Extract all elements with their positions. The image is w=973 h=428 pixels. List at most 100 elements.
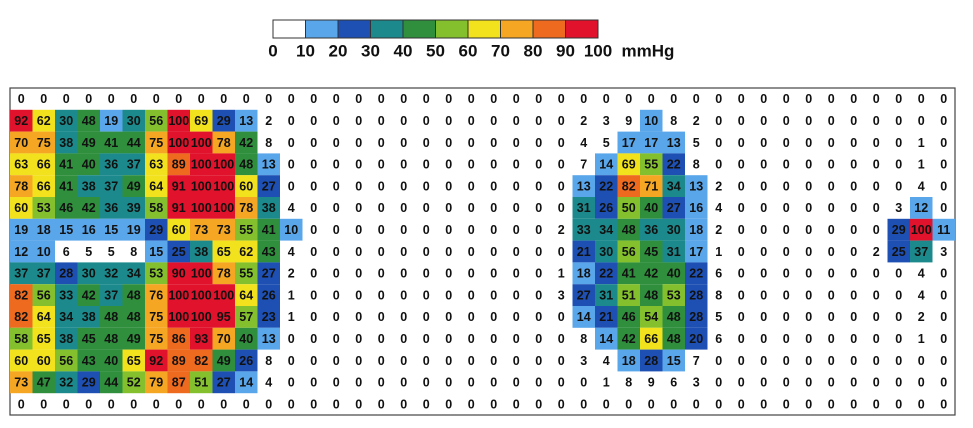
pressure-value: 0: [873, 201, 880, 215]
pressure-value: 31: [577, 201, 591, 215]
pressure-value: 0: [445, 310, 452, 324]
pressure-value: 0: [738, 114, 745, 128]
pressure-value: 0: [850, 310, 857, 324]
pressure-cell: [100, 197, 123, 219]
pressure-value: 0: [805, 245, 812, 259]
pressure-value: 0: [558, 136, 565, 150]
pressure-value: 78: [14, 179, 28, 193]
pressure-value: 0: [783, 179, 790, 193]
pressure-value: 0: [400, 114, 407, 128]
pressure-cell: [100, 306, 123, 328]
pressure-value: 0: [333, 158, 340, 172]
pressure-value: 0: [423, 158, 430, 172]
legend-swatch: [370, 19, 404, 39]
pressure-value: 19: [14, 223, 28, 237]
pressure-value: 37: [14, 267, 28, 281]
pressure-value: 0: [333, 114, 340, 128]
pressure-value: 0: [760, 397, 767, 411]
pressure-value: 42: [644, 267, 658, 281]
pressure-value: 56: [59, 354, 73, 368]
pressure-value: 0: [738, 332, 745, 346]
pressure-cell: [122, 371, 145, 394]
pressure-value: 0: [873, 332, 880, 346]
pressure-cell: [167, 131, 190, 154]
pressure-value: 0: [468, 92, 475, 106]
pressure-value: 0: [490, 136, 497, 150]
pressure-value: 0: [895, 158, 902, 172]
pressure-value: 0: [355, 354, 362, 368]
pressure-value: 0: [310, 179, 317, 193]
pressure-value: 0: [468, 158, 475, 172]
pressure-value: 0: [805, 158, 812, 172]
pressure-value: 86: [172, 332, 186, 346]
pressure-cell: [572, 262, 595, 285]
pressure-value: 0: [513, 288, 520, 302]
pressure-value: 0: [513, 201, 520, 215]
pressure-cell: [235, 197, 258, 219]
pressure-value: 0: [468, 310, 475, 324]
pressure-value: 0: [558, 376, 565, 390]
pressure-cell: [280, 218, 303, 241]
pressure-value: 0: [648, 92, 655, 106]
pressure-value: 0: [558, 245, 565, 259]
pressure-cell: [122, 175, 145, 197]
pressure-value: 0: [760, 201, 767, 215]
pressure-value: 0: [760, 245, 767, 259]
pressure-cell: [10, 306, 33, 328]
pressure-cell: [212, 109, 235, 132]
pressure-value: 0: [828, 332, 835, 346]
pressure-value: 37: [104, 179, 118, 193]
pressure-value: 29: [892, 223, 906, 237]
pressure-cell: [685, 240, 708, 263]
pressure-value: 0: [850, 201, 857, 215]
pressure-cell: [212, 306, 235, 328]
pressure-value: 49: [217, 354, 231, 368]
pressure-value: 58: [14, 332, 28, 346]
pressure-value: 40: [82, 158, 96, 172]
pressure-value: 91: [172, 179, 186, 193]
pressure-cell: [100, 262, 123, 285]
pressure-value: 0: [490, 376, 497, 390]
pressure-value: 0: [468, 397, 475, 411]
pressure-cell: [257, 153, 280, 176]
pressure-value: 55: [239, 223, 253, 237]
pressure-cell: [257, 175, 280, 197]
pressure-value: 0: [760, 332, 767, 346]
pressure-value: 37: [127, 158, 141, 172]
pressure-value: 10: [284, 223, 298, 237]
pressure-value: 1: [288, 288, 295, 302]
pressure-value: 0: [873, 354, 880, 368]
pressure-value: 70: [14, 136, 28, 150]
pressure-value: 0: [828, 376, 835, 390]
pressure-cell: [10, 327, 33, 350]
pressure-cell: [235, 175, 258, 197]
pressure-value: 15: [104, 223, 118, 237]
pressure-cell: [190, 349, 213, 372]
pressure-cell: [640, 262, 663, 285]
pressure-value: 0: [333, 288, 340, 302]
pressure-cell: [662, 153, 685, 176]
pressure-value: 0: [558, 310, 565, 324]
pressure-value: 0: [535, 223, 542, 237]
pressure-cell: [212, 197, 235, 219]
pressure-cell: [640, 153, 663, 176]
pressure-value: 8: [580, 332, 587, 346]
pressure-value: 0: [558, 332, 565, 346]
pressure-value: 73: [14, 376, 28, 390]
pressure-value: 0: [918, 376, 925, 390]
pressure-value: 0: [513, 332, 520, 346]
pressure-cell: [100, 131, 123, 154]
pressure-value: 0: [378, 397, 385, 411]
legend-tick-label: 20: [329, 41, 348, 60]
pressure-cell: [212, 327, 235, 350]
pressure-value: 0: [535, 354, 542, 368]
pressure-value: 40: [239, 332, 253, 346]
pressure-value: 0: [288, 158, 295, 172]
pressure-value: 0: [423, 376, 430, 390]
pressure-value: 0: [423, 114, 430, 128]
pressure-value: 0: [400, 332, 407, 346]
pressure-cell: [595, 197, 618, 219]
pressure-cell: [662, 306, 685, 328]
pressure-value: 0: [513, 310, 520, 324]
